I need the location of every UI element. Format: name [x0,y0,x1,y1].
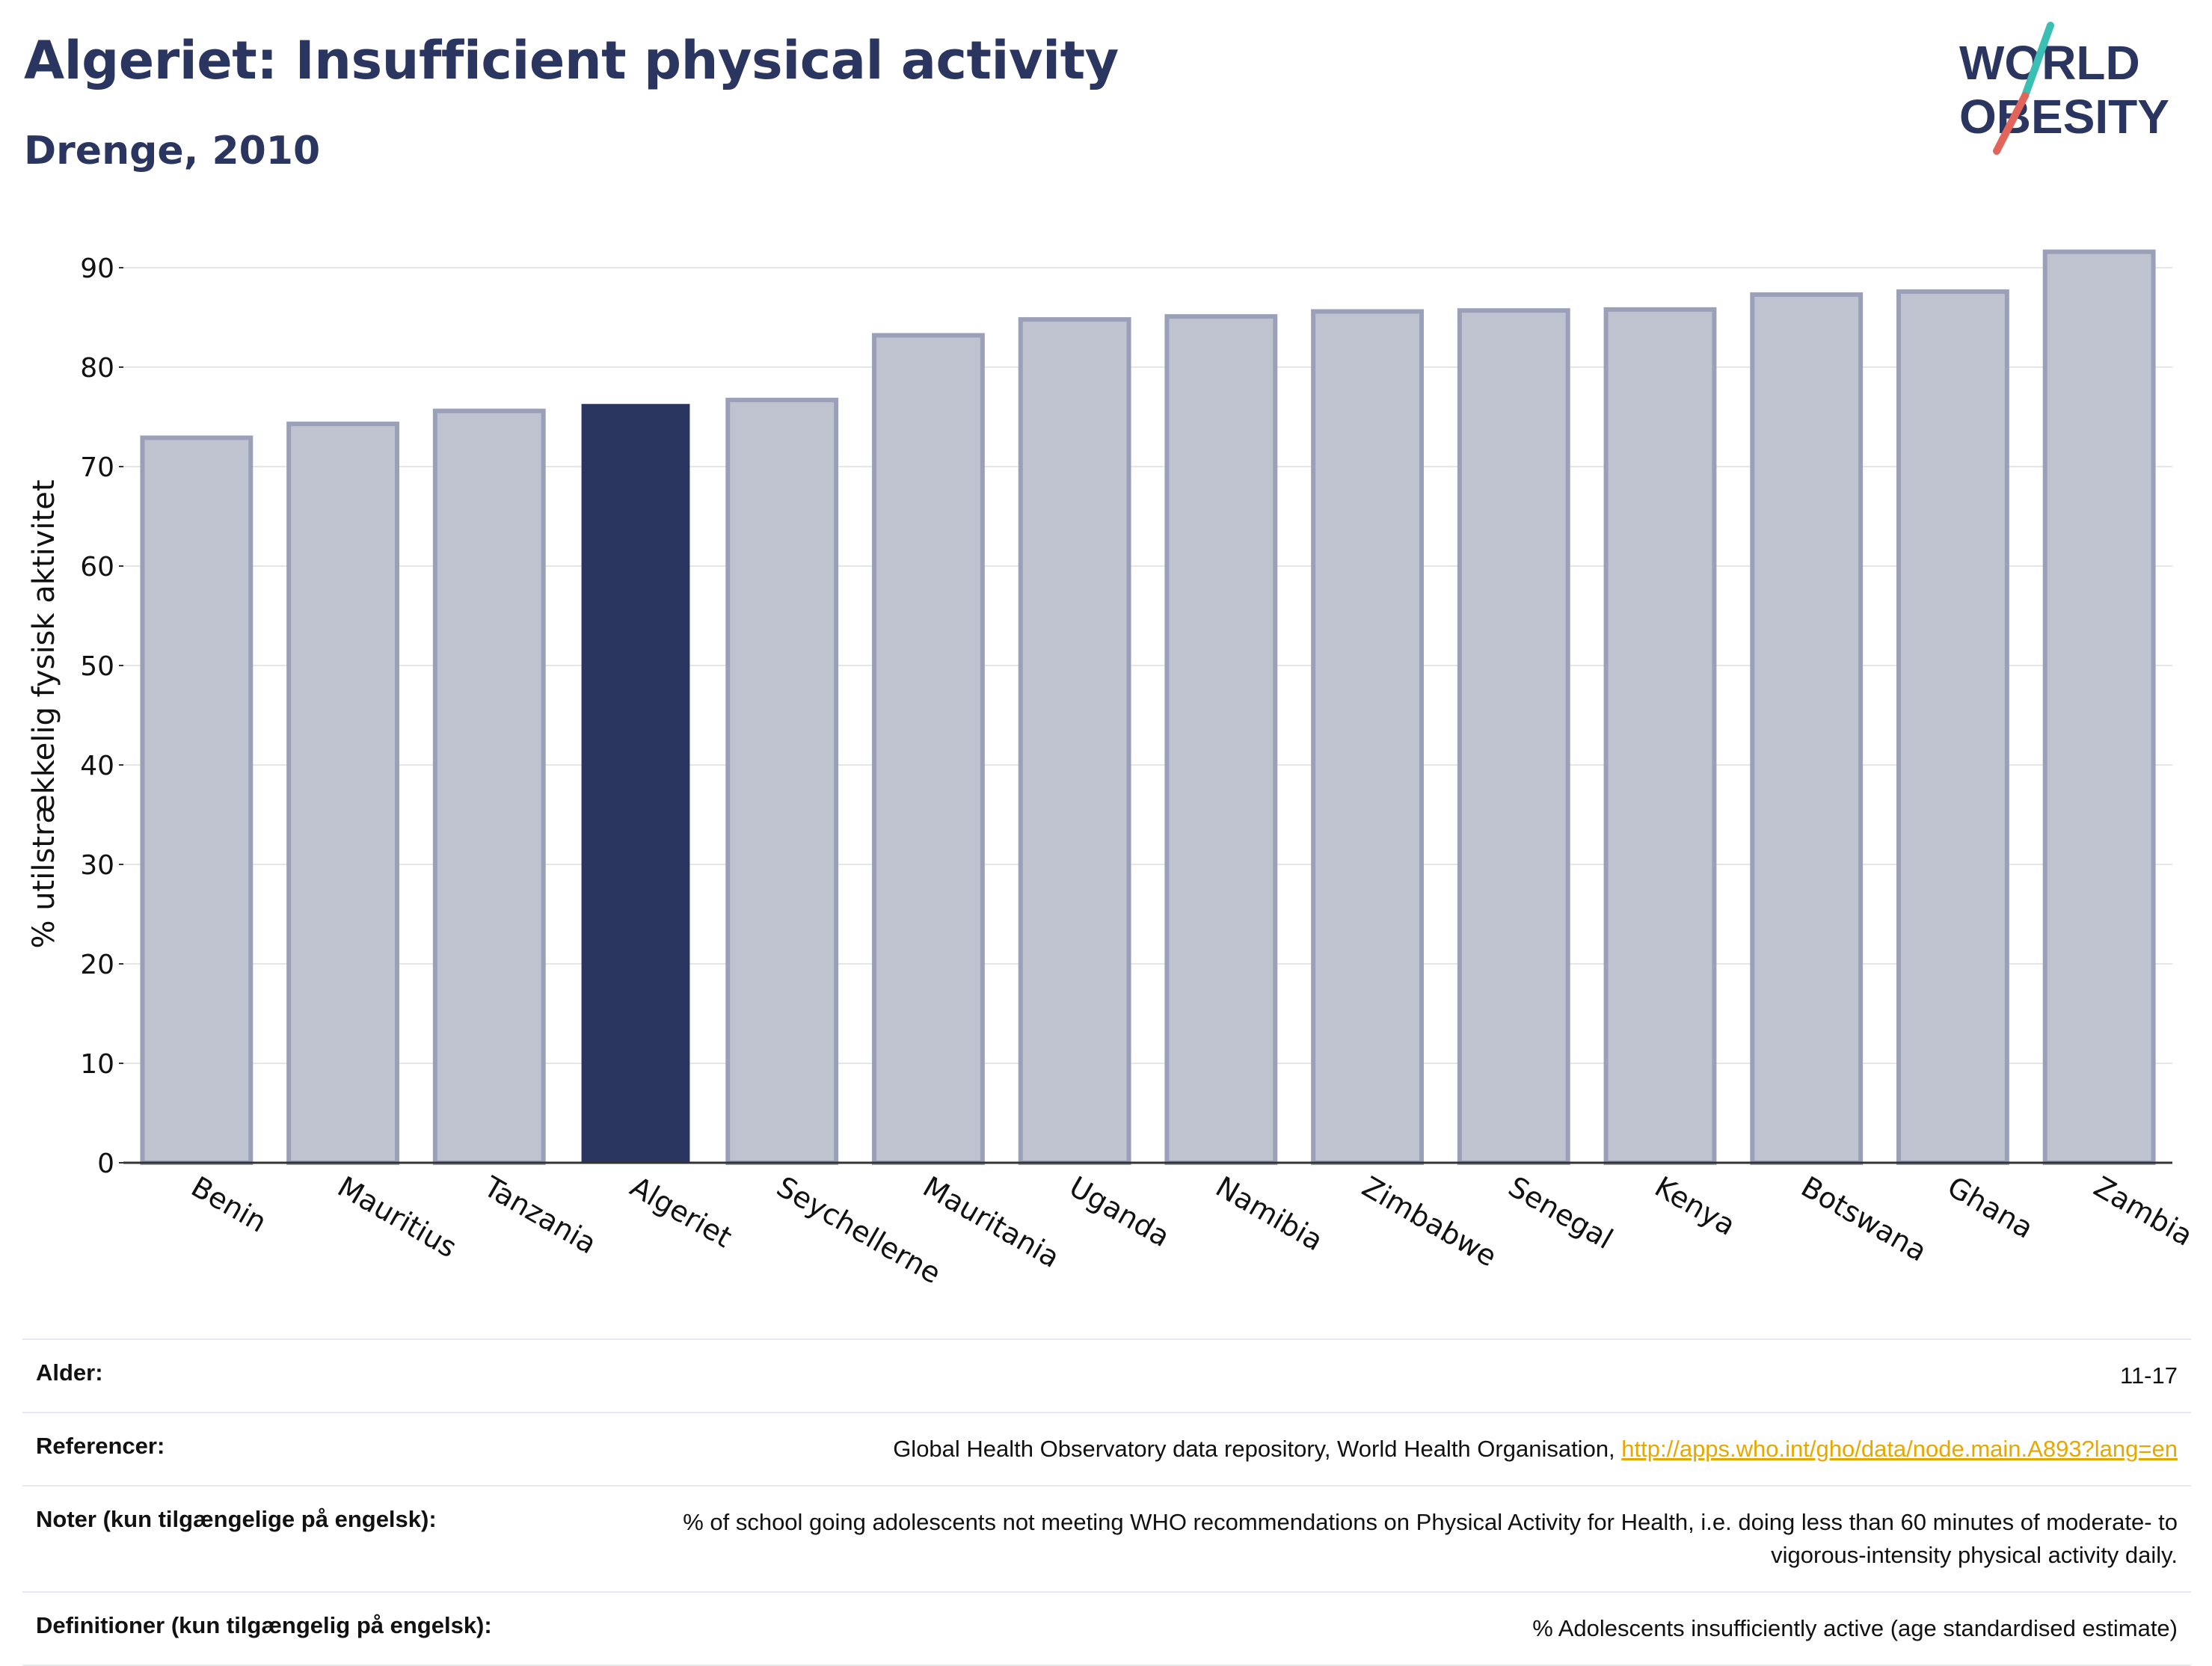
gridlines [123,267,2172,1064]
x-tick-label-senegal: Senegal [1503,1170,1618,1256]
x-tick-label-namibia: Namibia [1210,1170,1328,1258]
bar-senegal [1457,308,1570,1166]
x-tick-label-zimbabwe: Zimbabwe [1357,1170,1502,1273]
bar-chart: 0 10 20 30 40 50 60 70 80 90 Benin Mauritius Tanzani… [27,249,2199,1291]
y-tick-label: 30 [80,850,114,881]
x-tick-label-uganda: Uganda [1064,1170,1176,1253]
y-tick-label: 70 [80,452,114,483]
bar-benin [140,435,254,1165]
footer-value-age: 11-17 [2120,1362,2178,1389]
bar-kenya [1603,307,1717,1165]
world-obesity-logo: WORLD OBESITY [1959,22,2169,155]
footer-row-age: Alder: 11-17 [22,1338,2191,1412]
footer-row-definitions: Definitioner (kun tilgængelig på engelsk… [22,1591,2191,1666]
footer-row-notes: Noter (kun tilgængelige på engelsk): % o… [22,1485,2191,1591]
x-tick-label-mauritius: Mauritius [332,1170,462,1264]
x-tick-label-kenya: Kenya [1650,1170,1742,1242]
bar-algeriet [581,404,690,1163]
bar-zimbabwe [1311,309,1424,1165]
y-tick-label: 20 [80,950,114,980]
footer-label-references: Referencer: [36,1433,165,1459]
footer-value-references: Global Health Observatory data repositor… [893,1433,2178,1466]
logo-slash-teal [2021,22,2054,99]
logo-slash-red [1993,92,2029,155]
chart-title: Algeriet: Insufficient physical activity [24,30,1119,91]
bar-namibia [1164,314,1278,1165]
bar-seychellerne [725,397,839,1165]
references-link[interactable]: http://apps.who.int/gho/data/node.main.A… [1621,1436,2178,1462]
y-tick-label: 80 [80,353,114,384]
bar-botswana [1750,292,1864,1165]
footer-label-age: Alder: [36,1359,103,1386]
x-tick-label-botswana: Botswana [1795,1170,1932,1268]
bar-tanzania [432,408,546,1165]
footer-label-definitions: Definitioner (kun tilgængelig på engelsk… [36,1612,492,1638]
x-tick-label-seychellerne: Seychellerne [771,1170,946,1291]
x-tick-label-ghana: Ghana [1942,1170,2039,1245]
footer-label-notes: Noter (kun tilgængelige på engelsk): [36,1506,437,1532]
y-tick-label: 90 [80,253,114,284]
bars [140,249,2156,1166]
y-axis-label: % utilstrækkelig fysisk aktivitet [27,479,61,948]
metadata-table: Alder: 11-17 Referencer: Global Health O… [22,1338,2191,1666]
bar-mauritius [286,421,399,1165]
x-tick-label-algeriet: Algeriet [625,1170,738,1254]
logo-word-obesity: OBESITY [1959,90,2169,144]
x-tick-label-benin: Benin [185,1170,272,1239]
bar-zambia [2042,249,2156,1166]
x-tick-label-tanzania: Tanzania [478,1169,602,1260]
footer-row-references: Referencer: Global Health Observatory da… [22,1412,2191,1485]
y-tick-label: 60 [80,552,114,583]
y-tick-label: 50 [80,651,114,682]
bar-uganda [1018,317,1131,1165]
footer-value-notes: % of school going adolescents not meetin… [683,1509,2178,1568]
y-tick-label: 0 [97,1149,114,1179]
bar-ghana [1896,289,2009,1165]
x-tick-label-zambia: Zambia [2089,1170,2199,1252]
chart-subtitle: Drenge, 2010 [24,129,321,173]
footer-value-definitions: % Adolescents insufficiently active (age… [1532,1615,2178,1641]
references-text: Global Health Observatory data repositor… [893,1436,1622,1462]
y-tick-label: 40 [80,751,114,781]
bar-mauritania [872,333,985,1166]
y-tick-label: 10 [80,1049,114,1080]
logo-word-world: WORLD [1959,36,2140,90]
